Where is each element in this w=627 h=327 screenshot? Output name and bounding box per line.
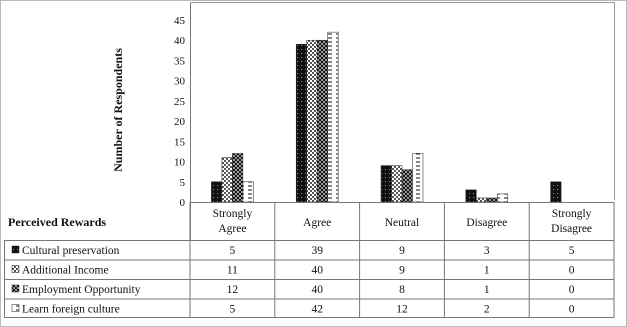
bar [486, 197, 498, 203]
series-name: Cultural preservation [22, 245, 120, 257]
data-label: 1 [484, 265, 490, 277]
y-tick-label: 35 [174, 55, 186, 67]
category-label: Neutral [385, 217, 419, 229]
series-name: Learn foreign culture [22, 304, 120, 316]
data-label: 5 [230, 304, 236, 316]
y-tick-label: 25 [174, 96, 186, 108]
y-tick-label: 20 [174, 116, 186, 128]
data-label: 12 [396, 304, 408, 316]
bar [221, 157, 233, 203]
data-label: 0 [569, 304, 575, 316]
category-label: Strongly [552, 208, 592, 220]
bar [316, 39, 328, 203]
bar [232, 153, 244, 203]
bar [380, 165, 392, 203]
data-label: 8 [399, 284, 405, 296]
data-label: 12 [227, 284, 239, 296]
legend-key [11, 265, 20, 273]
series-name: Additional Income [22, 265, 109, 277]
y-tick-label: 0 [180, 197, 186, 209]
bar [550, 181, 562, 203]
data-label: 11 [227, 265, 238, 277]
y-tick-label: 15 [174, 136, 186, 148]
bar [497, 193, 509, 203]
y-tick-label: 10 [174, 157, 186, 169]
legend-key [11, 284, 20, 293]
data-label: 42 [311, 304, 323, 316]
data-label: 40 [311, 284, 323, 296]
bar [306, 39, 318, 203]
bar [295, 44, 307, 203]
y-tick-label: 45 [174, 15, 186, 27]
bar [327, 31, 339, 203]
y-tick-label: 5 [180, 177, 186, 189]
data-label: 40 [311, 265, 323, 277]
bar [401, 169, 413, 203]
bar [391, 165, 403, 203]
bar [465, 189, 477, 203]
y-axis-ticks: 0 5 10 15 20 25 30 35 40 45 [174, 15, 186, 209]
bar [211, 181, 223, 203]
series-name: Employment Opportunity [22, 284, 141, 296]
data-label: 0 [569, 265, 575, 277]
bar [476, 197, 488, 203]
data-label: 0 [569, 284, 575, 296]
legend-key [11, 245, 20, 254]
category-label: Strongly [213, 208, 253, 220]
y-tick-label: 30 [174, 76, 186, 88]
bar [412, 153, 424, 203]
data-label: 9 [399, 265, 405, 277]
data-label: 3 [484, 245, 490, 257]
category-label: Agree [218, 223, 246, 235]
category-label: Disagree [466, 217, 507, 229]
data-label: 1 [484, 284, 490, 296]
y-tick-label: 40 [174, 35, 186, 47]
legend-key [11, 304, 20, 312]
data-label: 5 [569, 245, 575, 257]
data-label: 39 [311, 245, 323, 257]
category-label: Disagree [551, 223, 592, 235]
y-axis-title: Number of Respondents [111, 48, 125, 172]
data-label: 9 [399, 245, 405, 257]
bar [242, 181, 254, 203]
data-table: Perceived Rewards Strongly Agree Agree Neutr… [4, 202, 615, 318]
data-label: 5 [230, 245, 236, 257]
x-axis-label: Perceived Rewards [8, 215, 106, 229]
category-label: Agree [303, 217, 331, 229]
data-label: 2 [484, 304, 490, 316]
y-axis-label: Number of Respondents [111, 48, 125, 172]
